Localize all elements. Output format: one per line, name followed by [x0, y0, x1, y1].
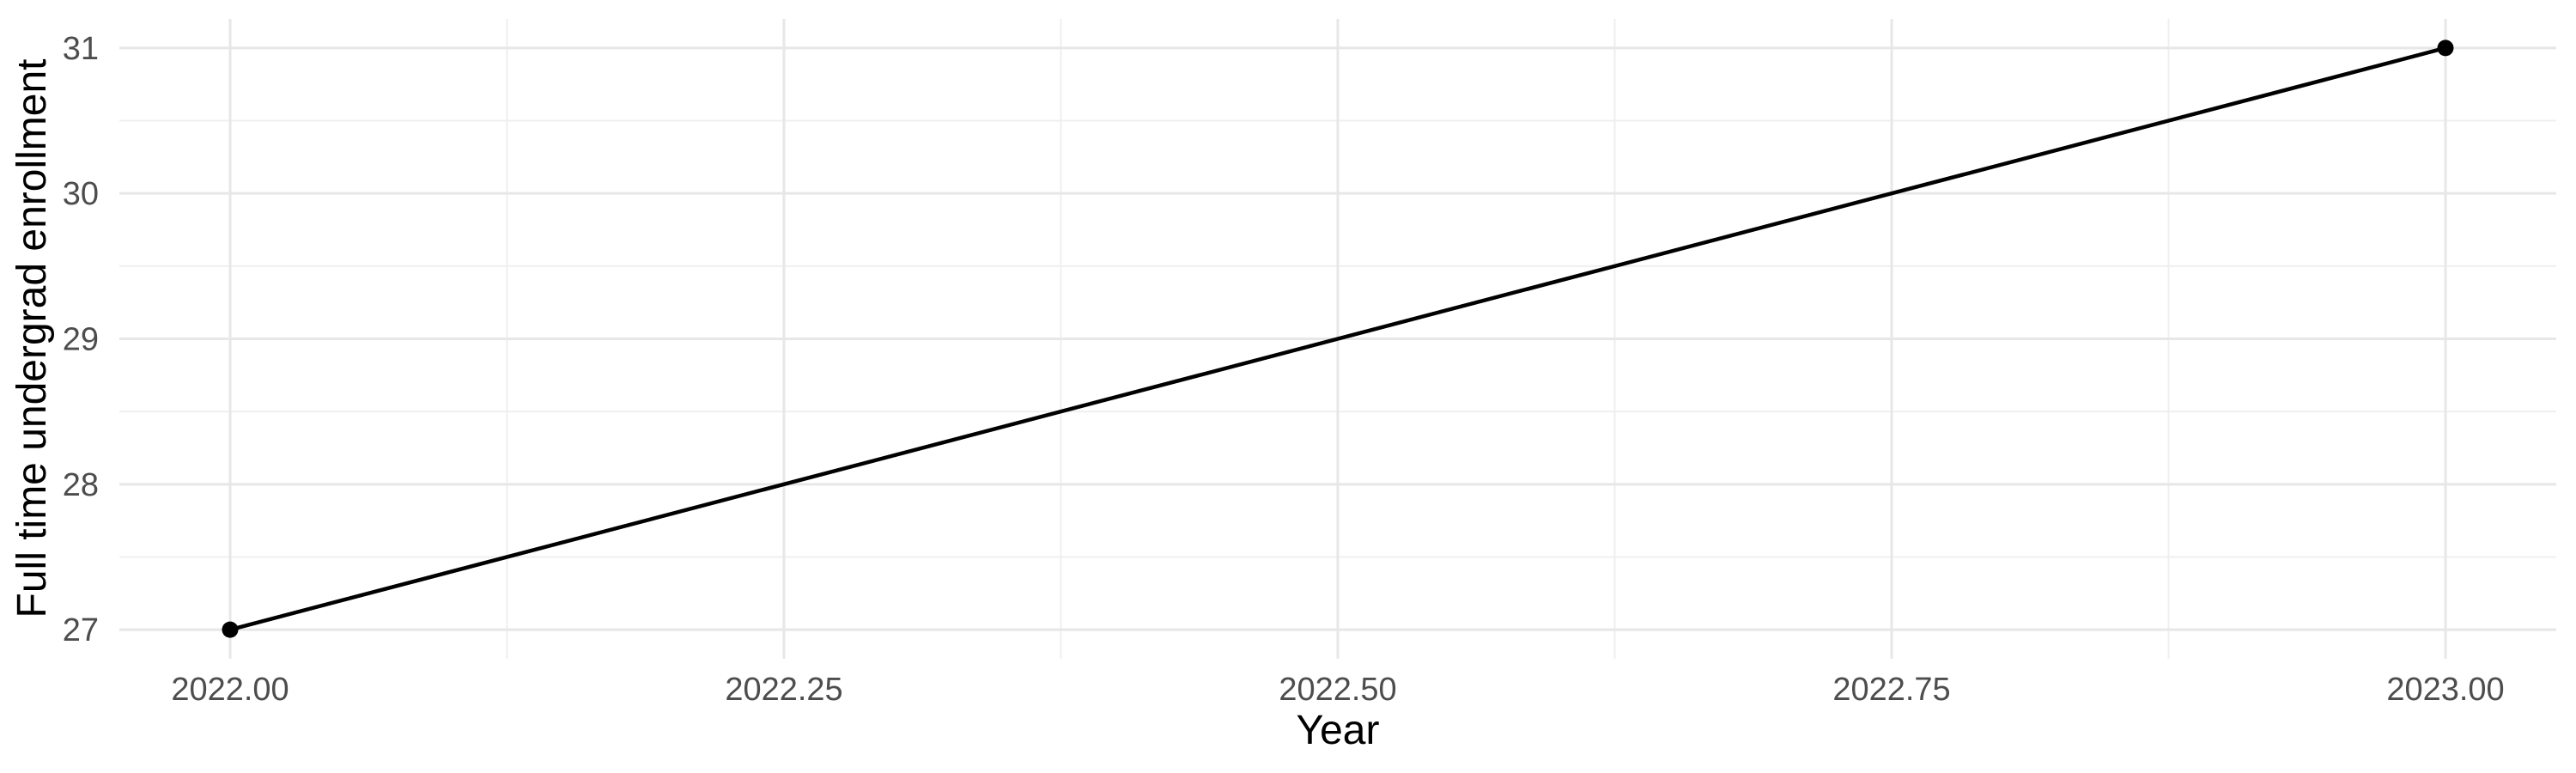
data-series [222, 40, 2454, 638]
x-tick-label: 2022.75 [1832, 672, 1950, 708]
data-point [222, 621, 239, 638]
data-point [2437, 40, 2454, 57]
axis-tick-labels: 2022.00 2022.25 2022.50 2022.75 2023.00 27 28 2… [63, 31, 2505, 708]
y-tick-label: 29 [63, 322, 99, 358]
y-tick-label: 31 [63, 31, 99, 67]
x-tick-label: 2022.50 [1279, 672, 1396, 708]
y-tick-label: 30 [63, 176, 99, 212]
major-gridlines [119, 19, 2556, 659]
y-tick-label: 28 [63, 467, 99, 503]
x-tick-label: 2022.25 [725, 672, 842, 708]
y-tick-label: 27 [63, 612, 99, 648]
y-axis-title: Full time undergrad enrollment [9, 59, 55, 618]
x-tick-label: 2022.00 [171, 672, 289, 708]
x-tick-label: 2023.00 [2386, 672, 2504, 708]
x-axis-title: Year [1297, 708, 1380, 753]
data-line [228, 46, 2448, 632]
